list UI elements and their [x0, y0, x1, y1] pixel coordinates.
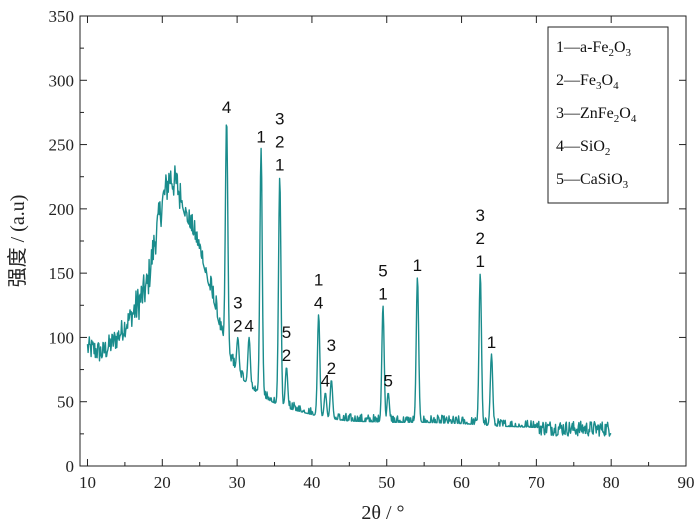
x-axis-title: 2θ / °: [361, 502, 404, 524]
peak-label: 1: [256, 127, 265, 146]
y-tick-labels: 0 50 100 150 200 250 300 350: [49, 7, 75, 476]
peak-label: 2: [476, 229, 485, 248]
legend-box: [547, 26, 669, 204]
x-tick-label: 90: [678, 473, 695, 492]
legend-items: 1—a-Fe2O3 2—Fe3O4 3—ZnFe2O4 4—SiO2 5—CaSiO3: [556, 39, 637, 191]
peak-label: 2: [275, 133, 284, 152]
peak-label: 3: [327, 336, 336, 355]
peak-label: 4: [244, 316, 253, 335]
peak-label: 4: [314, 293, 323, 312]
peak-label: 3: [275, 110, 284, 129]
peak-label: 3: [233, 293, 242, 312]
legend-entry: 3—ZnFe2O4: [556, 105, 637, 125]
peak-label: 2: [233, 316, 242, 335]
peak-label: 1: [378, 284, 387, 303]
x-tick-label: 30: [229, 473, 246, 492]
x-tick-label: 70: [528, 473, 545, 492]
y-tick-label: 150: [49, 264, 75, 283]
y-tick-label: 300: [49, 71, 75, 90]
y-tick-label: 50: [57, 393, 74, 412]
legend-entry: 4—SiO2: [556, 138, 610, 158]
peak-label: 2: [282, 346, 291, 365]
peak-label: 3: [476, 206, 485, 225]
legend-entry: 2—Fe3O4: [556, 72, 619, 92]
legend-entry: 1—a-Fe2O3: [556, 39, 632, 59]
y-tick-label: 0: [66, 457, 75, 476]
legend: 1—a-Fe2O3 2—Fe3O4 3—ZnFe2O4 4—SiO2 5—CaSiO3: [547, 26, 669, 204]
xrd-pattern-line: [86, 124, 612, 437]
y-tick-label: 100: [49, 328, 75, 347]
peak-label: 2: [327, 359, 336, 378]
peak-label: 1: [275, 156, 284, 175]
x-tick-label: 40: [303, 473, 320, 492]
x-tick-label: 80: [603, 473, 620, 492]
peak-label: 4: [222, 98, 231, 117]
peak-label: 4: [321, 372, 330, 391]
peak-label: 5: [282, 323, 291, 342]
legend-entry: 5—CaSiO3: [556, 171, 629, 191]
peak-label: 1: [476, 252, 485, 271]
peak-label: 5: [384, 372, 393, 391]
y-tick-label: 200: [49, 200, 75, 219]
y-tick-label: 350: [49, 7, 75, 26]
x-tick-label: 60: [453, 473, 470, 492]
axis-ticks: [80, 15, 687, 467]
x-tick-label: 50: [378, 473, 395, 492]
peak-label: 1: [314, 270, 323, 289]
x-tick-label: 10: [79, 473, 96, 492]
peak-label: 1: [487, 333, 496, 352]
peak-label: 1: [413, 256, 422, 275]
y-tick-label: 250: [49, 136, 75, 155]
y-axis-title: 强度 / (a.u): [6, 195, 29, 288]
x-tick-label: 20: [154, 473, 171, 492]
peak-label: 5: [378, 261, 387, 280]
x-tick-labels: 10 20 30 40 50 60 70 80 90: [79, 473, 695, 492]
